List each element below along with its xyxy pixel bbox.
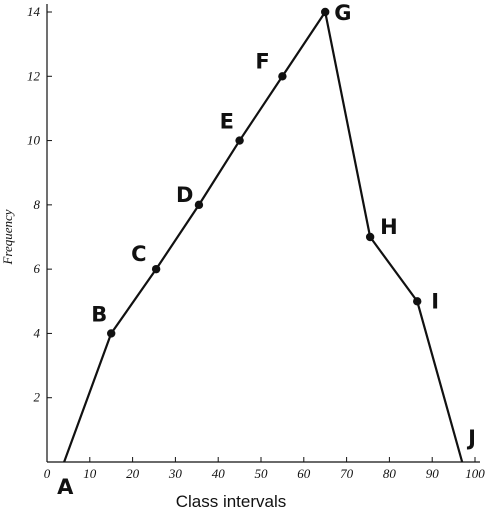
point-label: B xyxy=(91,302,107,326)
data-point xyxy=(321,7,330,17)
data-point xyxy=(194,200,204,210)
x-tick-label: 70 xyxy=(340,466,354,481)
x-tick-label: 40 xyxy=(212,466,226,481)
point-label: E xyxy=(220,110,234,134)
data-point xyxy=(151,264,161,274)
x-tick-label: 50 xyxy=(255,466,269,481)
y-tick-label: 6 xyxy=(34,261,41,276)
point-label: D xyxy=(176,183,193,207)
data-point xyxy=(365,232,375,242)
series-line xyxy=(63,10,464,463)
x-tick-label: 0 xyxy=(44,466,51,481)
y-tick-label: 14 xyxy=(27,4,41,19)
point-label: G xyxy=(334,1,351,25)
y-tick-label: 4 xyxy=(34,325,41,340)
x-tick-label: 60 xyxy=(297,466,311,481)
y-axis-title: Frequency xyxy=(0,209,15,265)
x-ticks: 0 10 20 30 40 50 60 70 80 90 100 xyxy=(44,457,485,481)
y-tick-label: 8 xyxy=(34,197,41,212)
x-tick-label: 10 xyxy=(83,466,97,481)
series: A B C D E F G H I J xyxy=(57,1,476,499)
point-label: J xyxy=(466,426,476,450)
data-point xyxy=(413,297,422,306)
y-tick-label: 12 xyxy=(27,68,41,83)
data-point xyxy=(235,136,244,145)
point-label: I xyxy=(431,289,439,313)
data-point xyxy=(278,72,287,81)
x-tick-label: 30 xyxy=(168,466,183,481)
point-label: F xyxy=(255,49,269,73)
point-label: A xyxy=(57,475,74,499)
point-label: H xyxy=(380,215,398,239)
axes xyxy=(46,4,480,463)
data-point xyxy=(107,329,116,338)
y-tick-label: 10 xyxy=(27,133,41,148)
x-tick-label: 20 xyxy=(126,466,140,481)
x-tick-label: 100 xyxy=(465,466,485,481)
x-tick-label: 90 xyxy=(426,466,440,481)
point-label: C xyxy=(131,242,146,266)
x-tick-label: 80 xyxy=(383,466,397,481)
y-ticks: 2 4 6 8 10 12 14 xyxy=(27,4,52,405)
y-tick-label: 2 xyxy=(34,390,41,405)
x-axis-title: Class intervals xyxy=(176,492,287,511)
